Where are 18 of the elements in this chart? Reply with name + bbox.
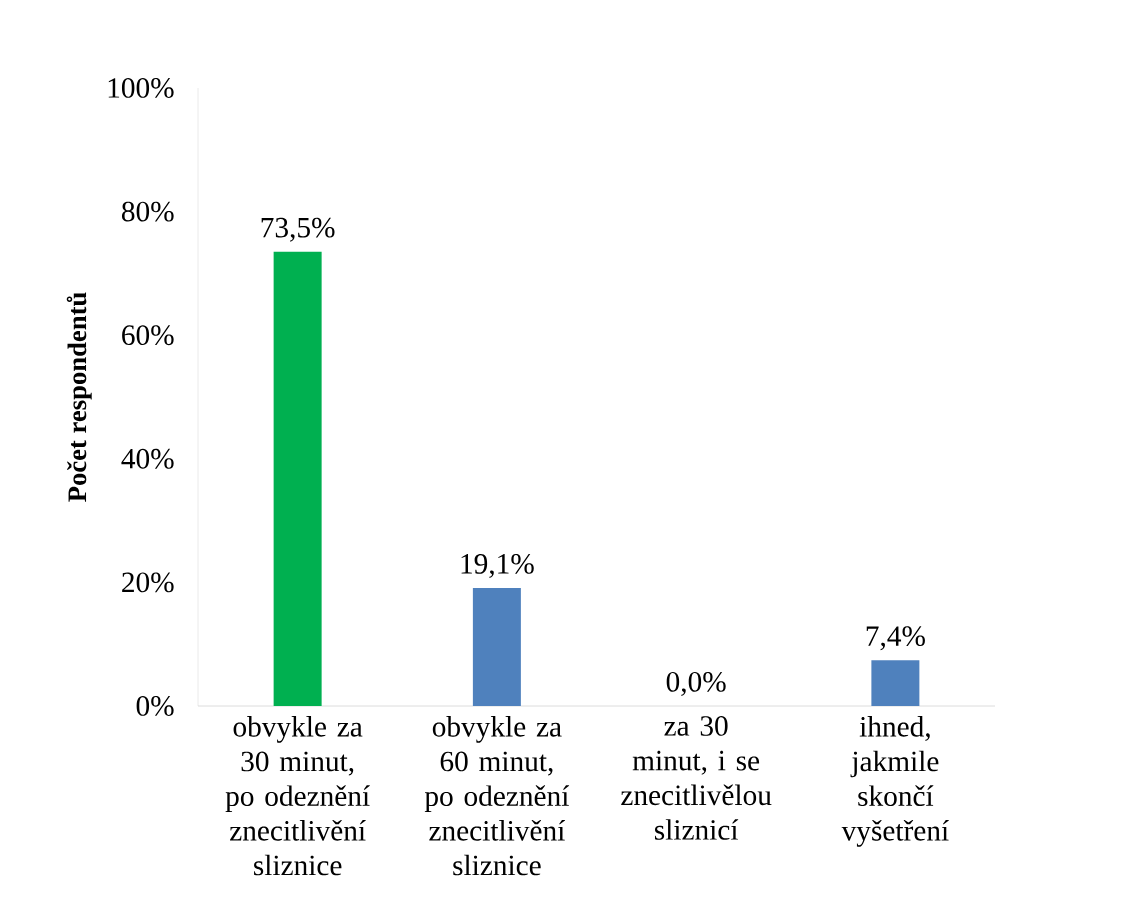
y-axis-title: Počet respondentů bbox=[66, 292, 92, 502]
bar bbox=[273, 251, 322, 706]
y-tick-label: 100% bbox=[108, 78, 174, 98]
y-tick-label: 80% bbox=[121, 201, 174, 222]
data-label: 7,4% bbox=[866, 626, 925, 651]
data-label: 73,5% bbox=[261, 217, 335, 242]
y-tick-label: 20% bbox=[122, 572, 174, 593]
bar bbox=[871, 660, 920, 706]
y-tick-label: 0% bbox=[136, 696, 174, 716]
x-tick-label: ihned, jakmile skončí vyšetření bbox=[841, 716, 949, 847]
bar bbox=[472, 587, 521, 706]
data-label: 0,0% bbox=[666, 671, 726, 696]
x-tick-label: obvykle za 60 minut, po odeznění znecitlivění sliznice bbox=[424, 716, 570, 876]
y-tick-label: 60% bbox=[122, 325, 174, 346]
data-label: 19,1% bbox=[461, 553, 534, 578]
x-tick-label: obvykle za 30 minut, po odeznění znecitlivění sliznice bbox=[225, 716, 370, 876]
x-tick-label: za 30 minut, i se znecitlivělou sliznicí bbox=[621, 716, 772, 840]
y-tick-label: 40% bbox=[121, 448, 174, 469]
